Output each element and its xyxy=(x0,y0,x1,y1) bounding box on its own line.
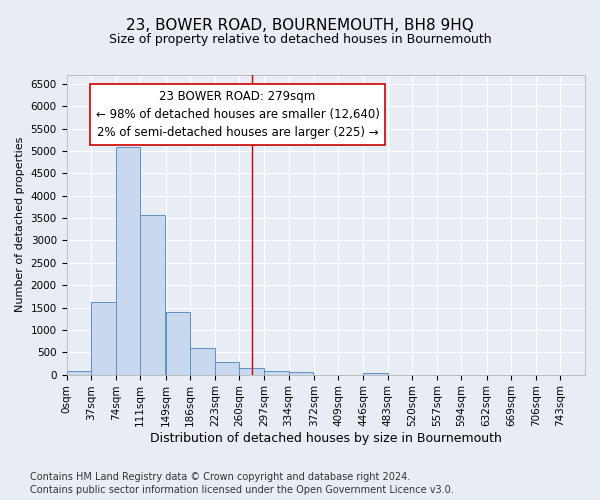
Bar xyxy=(264,370,289,374)
Bar xyxy=(190,348,215,374)
Bar xyxy=(166,312,190,374)
Bar xyxy=(363,373,388,374)
Bar xyxy=(67,372,91,374)
Bar xyxy=(289,372,313,374)
Bar xyxy=(239,368,264,374)
Y-axis label: Number of detached properties: Number of detached properties xyxy=(15,137,25,312)
Text: Contains HM Land Registry data © Crown copyright and database right 2024.
Contai: Contains HM Land Registry data © Crown c… xyxy=(30,472,454,495)
Bar xyxy=(116,148,140,374)
Bar xyxy=(91,302,116,374)
Text: Size of property relative to detached houses in Bournemouth: Size of property relative to detached ho… xyxy=(109,32,491,46)
Bar xyxy=(215,362,239,374)
Text: 23, BOWER ROAD, BOURNEMOUTH, BH8 9HQ: 23, BOWER ROAD, BOURNEMOUTH, BH8 9HQ xyxy=(126,18,474,32)
X-axis label: Distribution of detached houses by size in Bournemouth: Distribution of detached houses by size … xyxy=(150,432,502,445)
Text: 23 BOWER ROAD: 279sqm
← 98% of detached houses are smaller (12,640)
2% of semi-d: 23 BOWER ROAD: 279sqm ← 98% of detached … xyxy=(95,90,380,139)
Bar xyxy=(140,214,165,374)
